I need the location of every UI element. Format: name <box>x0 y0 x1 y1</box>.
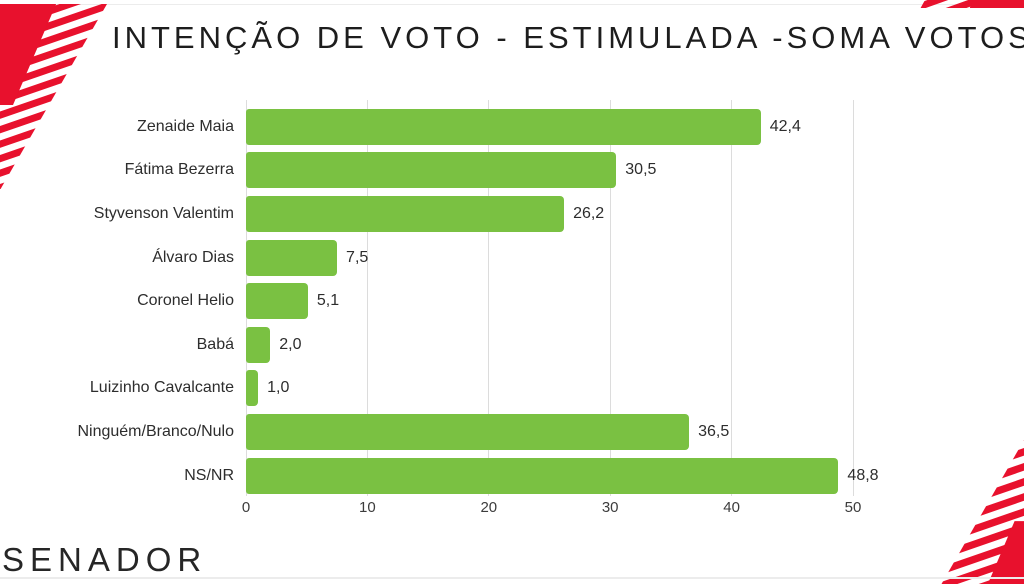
bar-track: 7,5 <box>246 239 853 276</box>
category-label: Ninguém/Branco/Nulo <box>77 422 234 440</box>
x-tick-label: 30 <box>601 499 619 516</box>
value-label: 2,0 <box>279 335 302 353</box>
bar-track: 36,5 <box>246 413 853 450</box>
value-label: 1,0 <box>267 379 290 397</box>
value-label: 30,5 <box>625 161 657 179</box>
gridline <box>731 100 733 496</box>
bar-track: 30,5 <box>246 152 853 189</box>
category-label: Luizinho Cavalcante <box>89 379 234 397</box>
value-label: 36,5 <box>698 422 730 440</box>
bar-track: 26,2 <box>246 195 853 232</box>
bottom-divider <box>0 577 1024 579</box>
x-tick-label: 0 <box>241 499 251 516</box>
category-label: Styvenson Valentim <box>93 204 234 222</box>
bar-row: Luizinho Cavalcante 1,0 <box>0 367 1024 411</box>
bar <box>246 283 308 320</box>
top-divider <box>0 4 1024 5</box>
category-label: Babá <box>196 335 234 353</box>
bar-chart: Zenaide Maia 42,4 Fátima Bezerra 30,5 Styven… <box>0 100 1024 519</box>
x-tick-label: 10 <box>359 499 376 516</box>
bar <box>246 370 259 407</box>
value-label: 42,4 <box>769 117 801 135</box>
bar-rows: Zenaide Maia 42,4 Fátima Bezerra 30,5 Styven… <box>0 105 1024 497</box>
bar <box>246 326 271 363</box>
bar-row: Ninguém/Branco/Nulo 36,5 <box>0 410 1024 454</box>
bar <box>246 457 839 494</box>
category-label: Zenaide Maia <box>137 117 234 135</box>
category-label: Álvaro Dias <box>152 248 234 266</box>
bar-row: Fátima Bezerra 30,5 <box>0 149 1024 193</box>
value-label: 48,8 <box>847 466 879 484</box>
gridline <box>609 100 611 496</box>
bar-track: 5,1 <box>246 283 853 320</box>
value-label: 7,5 <box>346 248 369 266</box>
category-label: NS/NR <box>184 466 234 484</box>
category-label: Fátima Bezerra <box>124 161 234 179</box>
x-tick-label: 50 <box>844 499 862 516</box>
bar-row: NS/NR 48,8 <box>0 454 1024 498</box>
bar-track: 48,8 <box>246 457 879 494</box>
value-label: 26,2 <box>573 204 605 222</box>
bar-track: 2,0 <box>246 326 853 363</box>
category-label: Coronel Helio <box>137 292 234 310</box>
bar-track: 42,4 <box>246 108 853 145</box>
bar <box>246 108 761 145</box>
bar-row: Zenaide Maia 42,4 <box>0 105 1024 149</box>
bar-row: Álvaro Dias 7,5 <box>0 236 1024 280</box>
x-tick-label: 20 <box>480 499 498 516</box>
bar <box>246 239 338 276</box>
chart-subject-label: SENADOR <box>2 541 208 578</box>
bar <box>246 195 565 232</box>
bar-row: Styvenson Valentim 26,2 <box>0 192 1024 236</box>
x-tick-label: 40 <box>723 499 740 516</box>
gridline <box>366 100 368 496</box>
page-title: INTENÇÃO DE VOTO - ESTIMULADA -SOMA VOTO… <box>112 20 1024 55</box>
bar-row: Coronel Helio 5,1 <box>0 279 1024 323</box>
bar-track: 1,0 <box>246 370 853 407</box>
bar <box>246 152 617 189</box>
gridline <box>852 100 854 496</box>
bar-row: Babá 2,0 <box>0 323 1024 367</box>
x-axis-tick-labels: 0 10 20 30 40 50 <box>242 499 862 519</box>
value-label: 5,1 <box>316 292 340 310</box>
gridline <box>488 100 490 496</box>
bar <box>246 413 690 450</box>
